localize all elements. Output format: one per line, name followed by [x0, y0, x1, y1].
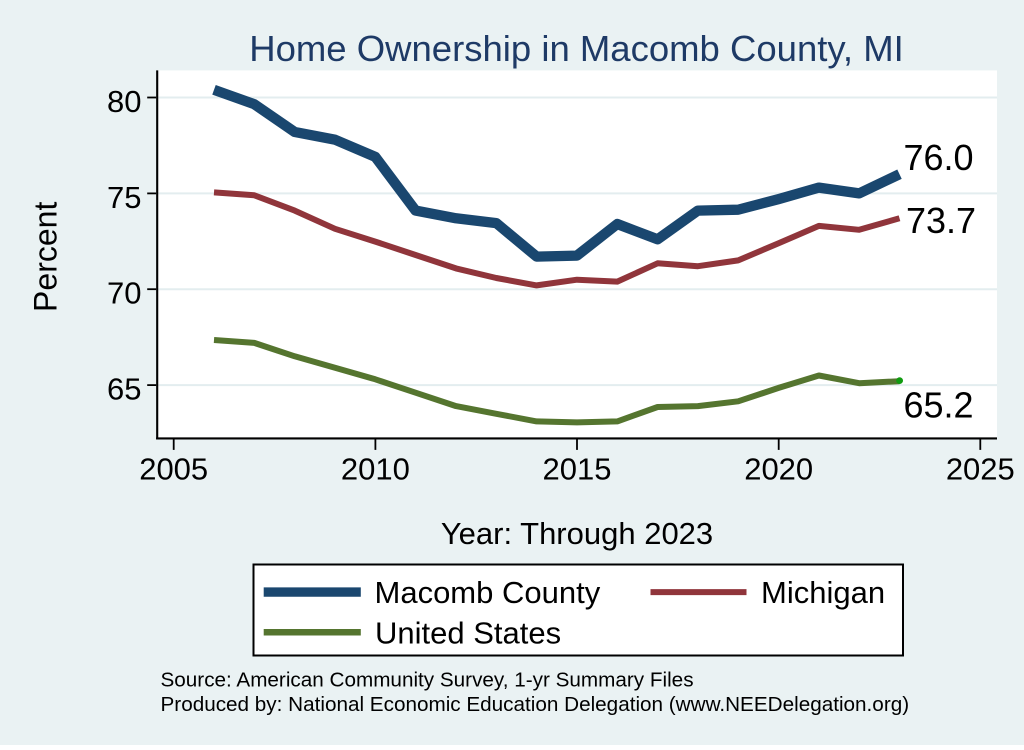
svg-text:2025: 2025	[946, 451, 1015, 486]
svg-text:65.2: 65.2	[904, 385, 974, 426]
svg-text:Source: American Community Sur: Source: American Community Survey, 1-yr …	[161, 669, 694, 692]
svg-text:2005: 2005	[139, 451, 208, 486]
svg-text:2020: 2020	[744, 451, 813, 486]
svg-text:Macomb County: Macomb County	[375, 575, 601, 610]
svg-text:75: 75	[107, 180, 141, 215]
svg-text:Michigan: Michigan	[761, 575, 885, 610]
svg-text:73.7: 73.7	[906, 200, 976, 241]
svg-text:Year: Through 2023: Year: Through 2023	[441, 516, 713, 551]
svg-text:70: 70	[107, 276, 141, 311]
svg-text:Produced by: National Economic: Produced by: National Economic Education…	[161, 693, 910, 716]
svg-text:Home Ownership in Macomb Count: Home Ownership in Macomb County, MI	[249, 28, 904, 69]
svg-text:2015: 2015	[543, 451, 612, 486]
svg-text:Percent: Percent	[28, 202, 64, 312]
svg-text:76.0: 76.0	[904, 137, 974, 178]
svg-text:65: 65	[107, 372, 141, 407]
svg-text:United States: United States	[375, 616, 561, 651]
svg-text:80: 80	[107, 84, 141, 119]
svg-text:2010: 2010	[341, 451, 410, 486]
